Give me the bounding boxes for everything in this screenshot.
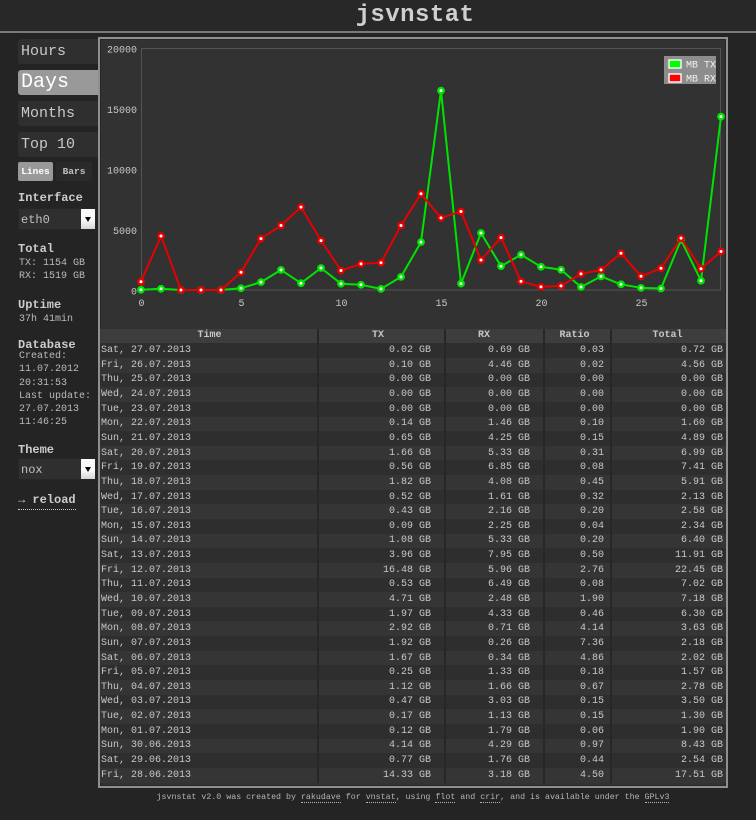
- svg-text:0: 0: [131, 288, 137, 299]
- svg-text:MB TX: MB TX: [686, 61, 716, 72]
- svg-text:15: 15: [435, 299, 447, 310]
- svg-text:10: 10: [335, 299, 347, 310]
- svg-text:MB RX: MB RX: [686, 75, 716, 86]
- svg-text:5: 5: [238, 299, 244, 310]
- svg-text:10000: 10000: [107, 167, 137, 178]
- svg-text:15000: 15000: [107, 106, 137, 117]
- svg-text:5000: 5000: [113, 227, 137, 238]
- svg-text:20000: 20000: [107, 46, 137, 57]
- svg-text:20: 20: [535, 299, 547, 310]
- svg-text:0: 0: [138, 299, 144, 310]
- svg-text:25: 25: [635, 299, 647, 310]
